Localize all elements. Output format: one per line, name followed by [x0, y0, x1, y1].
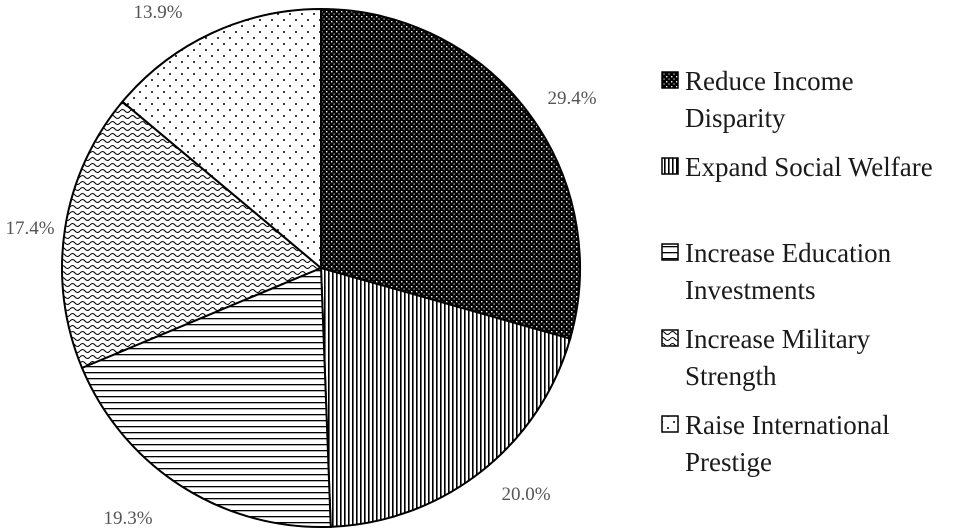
pie-slice-increase-education-investments — [80, 266, 332, 528]
legend-entry-increase-military-strength: Increase Military Strength — [661, 324, 871, 391]
legend-label-expand-social-welfare: Expand Social Welfare — [685, 152, 933, 182]
pie-slice-increase-military-strength — [61, 100, 323, 370]
value-label-increase-military-strength: 17.4% — [5, 218, 54, 239]
legend-swatch-raise-international-prestige — [661, 415, 679, 433]
legend-label-increase-education-investments-line-1: Increase Education — [685, 238, 892, 268]
pie-slice-raise-international-prestige — [121, 7, 322, 271]
legend-swatch-expand-social-welfare — [661, 157, 679, 175]
value-label-raise-international-prestige: 13.9% — [133, 2, 182, 23]
legend-label-reduce-income-disparity-line-2: Disparity — [685, 103, 786, 133]
pie-slices — [61, 7, 581, 528]
legend-swatch-increase-military-strength — [661, 329, 679, 347]
pie-slice-expand-social-welfare — [319, 266, 572, 528]
legend: Reduce Income Disparity Expand Social Welf… — [661, 66, 933, 477]
legend-entry-increase-education-investments: Increase Education Investments — [661, 238, 892, 305]
legend-label-raise-international-prestige-line-2: Prestige — [685, 447, 772, 477]
legend-label-reduce-income-disparity-line-1: Reduce Income — [685, 66, 854, 96]
value-label-reduce-income-disparity: 29.4% — [547, 88, 596, 109]
legend-swatch-reduce-income-disparity — [661, 71, 679, 89]
legend-label-raise-international-prestige-line-1: Raise International — [685, 410, 890, 440]
legend-label-increase-military-strength-line-1: Increase Military — [685, 324, 871, 354]
value-label-increase-education-investments: 19.3% — [103, 508, 152, 529]
legend-swatch-increase-education-investments — [661, 243, 679, 261]
pie-slice-reduce-income-disparity — [320, 7, 581, 340]
pie-value-labels: 29.4% 20.0% 19.3% 17.4% 13.9% — [5, 2, 596, 529]
legend-entry-raise-international-prestige: Raise International Prestige — [661, 410, 890, 477]
legend-label-increase-education-investments-line-2: Investments — [685, 275, 815, 305]
value-label-expand-social-welfare: 20.0% — [501, 484, 550, 505]
legend-entry-reduce-income-disparity: Reduce Income Disparity — [661, 66, 854, 133]
legend-label-increase-military-strength-line-2: Strength — [685, 361, 777, 391]
legend-entry-expand-social-welfare: Expand Social Welfare — [661, 152, 933, 182]
